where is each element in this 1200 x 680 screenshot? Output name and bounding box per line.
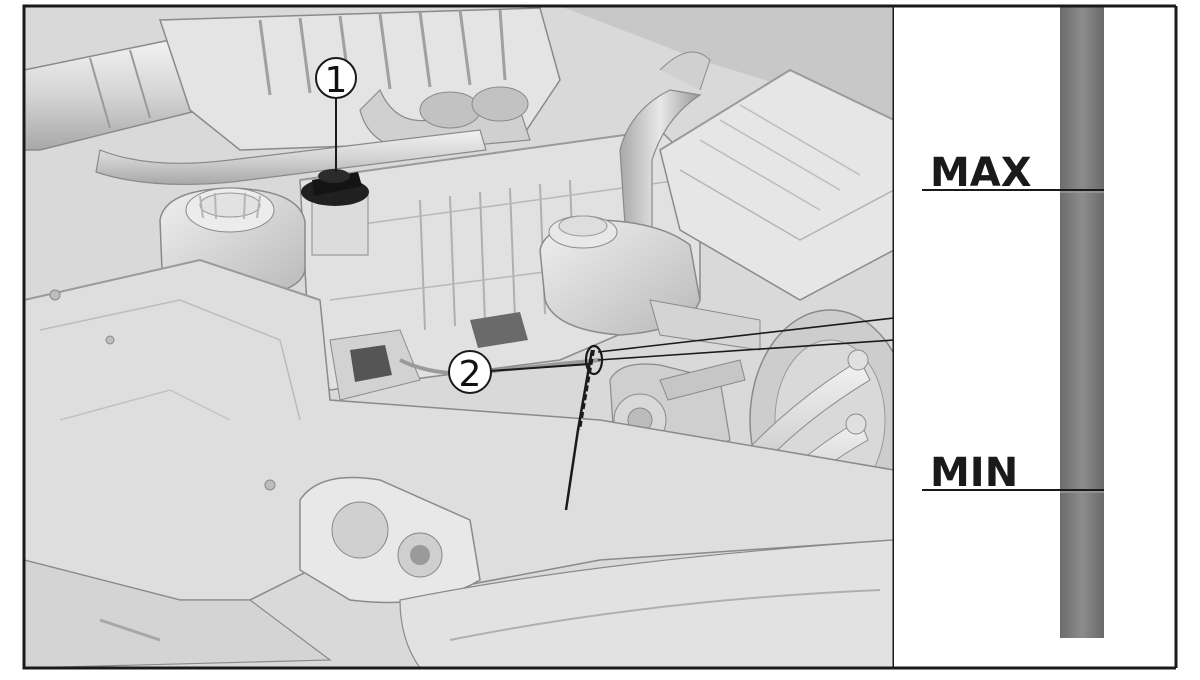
callout-2: 2 [448,350,591,395]
oil-dipstick-tube [564,349,594,511]
zoom-guide-line [597,317,895,353]
zoom-guide-line [597,339,895,361]
dipstick-blade [1060,6,1104,638]
min-label: MIN [930,450,1018,496]
max-label: MAX [930,150,1032,196]
callout-number: 1 [325,60,348,101]
dipstick-detail-panel: MAX MIN [894,6,1176,668]
air-intake-hose [24,39,202,151]
callout-1: 1 [315,57,357,172]
engine-bay-illustration [24,6,894,668]
callout-number: 2 [459,354,482,395]
